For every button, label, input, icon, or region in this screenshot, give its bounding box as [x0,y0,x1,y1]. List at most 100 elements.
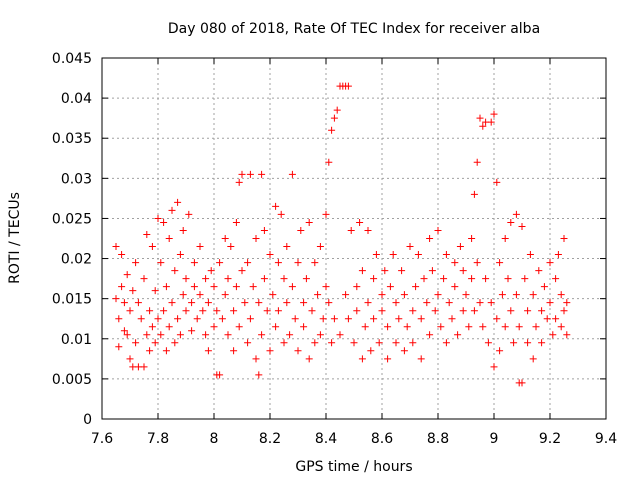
data-point [361,323,369,331]
data-point [512,291,520,299]
data-point [118,283,126,291]
data-point [283,243,291,251]
data-point [470,190,478,198]
data-point [454,331,462,339]
data-point [490,110,498,118]
data-point [549,331,557,339]
data-point [501,323,509,331]
data-point [392,299,400,307]
data-point [476,299,484,307]
data-point [126,355,134,363]
data-point [246,170,254,178]
data-point [319,315,327,323]
data-point [230,307,238,315]
data-point [291,315,299,323]
data-point [311,339,319,347]
data-point [263,307,271,315]
data-point [507,307,515,315]
data-point [157,331,165,339]
data-point [328,339,336,347]
data-point [132,339,140,347]
data-point [448,315,456,323]
data-point [129,287,137,295]
data-point [400,291,408,299]
data-point [227,243,235,251]
data-point [188,299,196,307]
data-point [470,307,478,315]
data-points [112,82,571,387]
data-point [202,275,210,283]
data-point [490,363,498,371]
data-point [260,226,268,234]
data-point [190,259,198,267]
x-tick-label: 8 [210,431,219,447]
data-point [274,307,282,315]
data-point [235,178,243,186]
data-point [406,243,414,251]
data-point [179,291,187,299]
data-point [165,323,173,331]
data-point [417,315,425,323]
x-tick-label: 8.8 [427,431,449,447]
data-point [162,283,170,291]
data-point [434,291,442,299]
data-point [496,347,504,355]
data-point [230,347,238,355]
data-point [378,291,386,299]
data-point [182,307,190,315]
data-point [330,315,338,323]
data-point [367,347,375,355]
data-point [322,210,330,218]
data-point [288,170,296,178]
data-point [423,299,431,307]
data-point [238,170,246,178]
data-point [342,291,350,299]
data-point [496,259,504,267]
data-point [286,331,294,339]
data-point [524,307,532,315]
data-point [308,307,316,315]
data-point [358,267,366,275]
data-point [207,267,215,275]
data-point [560,235,568,242]
y-tick-label: 0.01 [61,332,92,348]
data-point [552,275,560,283]
data-point [426,235,434,242]
x-tick-label: 9 [490,431,499,447]
data-point [221,235,229,242]
data-point [146,347,154,355]
data-point [204,299,212,307]
data-point [540,283,548,291]
data-point [188,327,196,335]
data-point [249,283,257,291]
data-point [442,251,450,259]
data-point [532,323,540,331]
data-point [384,355,392,363]
data-point [297,226,305,234]
data-point [258,170,266,178]
data-point [314,291,322,299]
data-point [148,243,156,251]
y-tick-label: 0.03 [61,171,92,187]
data-point [468,275,476,283]
data-point [280,339,288,347]
data-point [358,355,366,363]
data-point [112,243,120,251]
data-point [269,291,277,299]
data-point [529,355,537,363]
x-axis-label: GPS time / hours [295,459,412,475]
data-point [451,259,459,267]
data-point [563,299,571,307]
data-point [221,291,229,299]
data-point [344,82,352,90]
data-point [154,315,162,323]
data-point [199,307,207,315]
data-point [302,275,310,283]
data-point [244,339,252,347]
data-point [272,323,280,331]
data-point [134,299,142,307]
x-tick-label: 8.4 [315,431,337,447]
data-point [347,226,355,234]
data-point [224,275,232,283]
